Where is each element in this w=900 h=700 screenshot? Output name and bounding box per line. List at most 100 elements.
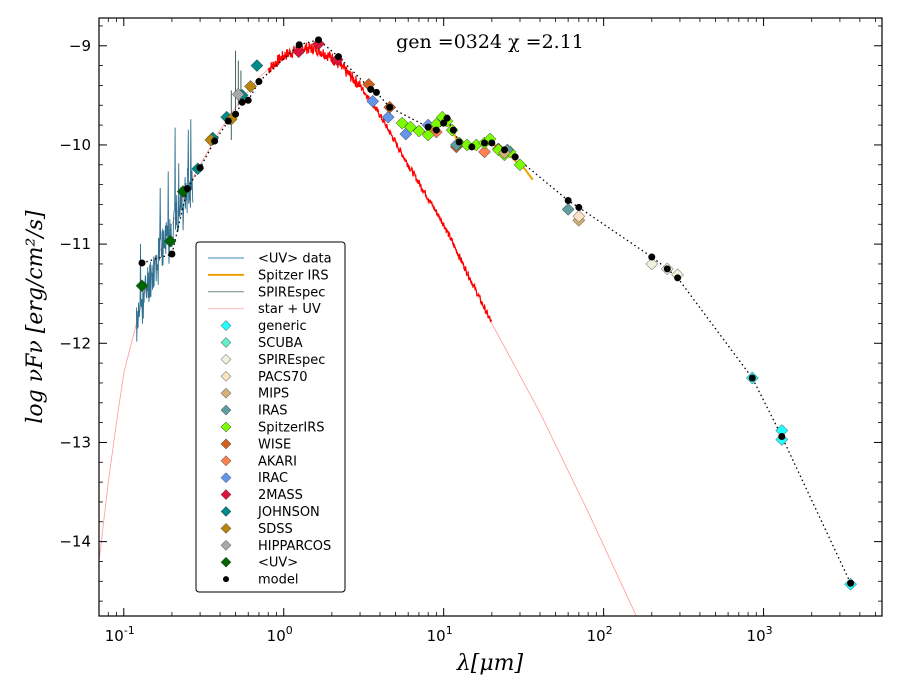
legend-entry: HIPPARCOS [220, 539, 331, 554]
legend-label: SPIREspec [258, 353, 325, 368]
model-point [183, 185, 191, 193]
x-tick-label: 103 [747, 624, 773, 645]
legend-swatch [220, 320, 232, 331]
legend-swatch [220, 354, 232, 365]
legend-swatch [220, 421, 232, 433]
model-point [372, 88, 380, 96]
model-point [244, 96, 252, 104]
y-axis-title: log νFν [erg/cm²/s] [23, 210, 48, 424]
legend-entry: JOHNSON [220, 505, 320, 520]
photometry-point [645, 257, 659, 271]
model-point [488, 139, 496, 147]
legend-swatch [220, 438, 232, 450]
legend-entry: SpitzerIRS [220, 421, 325, 436]
legend-label: generic [258, 319, 307, 334]
plot-frame [98, 17, 883, 617]
model-point [481, 139, 489, 147]
photometry-series [135, 185, 190, 293]
photometry-point [292, 45, 306, 59]
model-point [500, 146, 508, 154]
photometry-point [135, 279, 149, 293]
legend-label: <UV> [258, 556, 298, 571]
photometry-point [231, 88, 245, 101]
model-point [440, 119, 448, 127]
legend-swatch [220, 455, 232, 467]
legend-swatch [220, 539, 232, 551]
photometry-point [478, 145, 491, 159]
legend-label: MIPS [258, 387, 289, 402]
model-point [575, 203, 583, 211]
legend-swatch [223, 576, 229, 583]
model-point [847, 579, 855, 587]
legend-label: Spitzer IRS [258, 268, 329, 283]
model-point [663, 265, 671, 273]
legend-entry: model [223, 573, 298, 588]
model-point [238, 98, 246, 106]
legend-box [195, 241, 346, 593]
chart-annotation: gen =0324 χ =2.11 [396, 31, 584, 53]
legend-entry: MIPS [220, 387, 289, 402]
legend-entry: <UV> data [208, 252, 332, 267]
legend-swatch [220, 506, 232, 517]
model-point [748, 374, 756, 382]
uv-data-line [135, 119, 194, 342]
photometry-point [381, 110, 395, 124]
legend-label: star + UV [258, 302, 321, 317]
legend-label: HIPPARCOS [258, 539, 331, 554]
legend-entry: AKARI [220, 454, 297, 469]
legend-label: <UV> data [258, 252, 332, 267]
model-series [138, 36, 855, 587]
photometry-point [244, 80, 257, 93]
x-tick-label: 102 [587, 624, 613, 645]
y-tick-label: −10 [59, 136, 91, 154]
legend-swatch [220, 489, 232, 500]
model-point [315, 36, 323, 44]
model-point [196, 164, 204, 172]
legend-label: SCUBA [258, 336, 303, 351]
model-point [511, 153, 519, 161]
model-point [295, 41, 303, 49]
y-tick-label: −12 [59, 334, 91, 352]
model-point [778, 433, 786, 441]
model-point [443, 114, 451, 122]
legend-label: SPIREspec [258, 285, 325, 300]
photometry-series [572, 209, 586, 223]
legend-entry: PACS70 [220, 370, 308, 385]
legend-entry: star + UV [208, 302, 321, 317]
x-axis-title: λ[μm] [456, 651, 524, 676]
photometry-point [513, 158, 527, 172]
legend-entry: SCUBA [220, 336, 303, 351]
photometry-point [250, 59, 264, 72]
legend-entry: IRAC [220, 471, 288, 486]
legend-label: SpitzerIRS [258, 421, 325, 436]
legend-swatch [220, 523, 232, 534]
photometry-series [204, 80, 257, 147]
legend-label: WISE [258, 437, 291, 452]
legend-label: IRAC [258, 471, 288, 486]
model-point [468, 143, 476, 151]
legend-entry: SPIREspec [220, 353, 325, 368]
stellar-spectrum [267, 41, 493, 323]
legend-swatch [220, 556, 232, 568]
photometry-point [366, 94, 380, 108]
legend-entry: SDSS [220, 522, 293, 537]
legend-label: AKARI [258, 454, 297, 469]
x-tick-label: 101 [427, 624, 453, 645]
model-point [168, 250, 176, 258]
model-point [138, 259, 146, 267]
legend-label: 2MASS [258, 488, 303, 503]
model-point [367, 85, 375, 93]
photometry-point [412, 124, 426, 138]
model-point [255, 77, 263, 85]
model-point [449, 126, 457, 134]
legend-entry: 2MASS [220, 488, 303, 503]
model-point [224, 117, 232, 125]
y-tick-label: −9 [69, 37, 91, 55]
model-point [648, 253, 656, 261]
y-tick-label: −14 [59, 533, 91, 551]
legend-label: model [258, 573, 298, 588]
photometry-point [163, 234, 177, 248]
model-point [674, 274, 682, 282]
